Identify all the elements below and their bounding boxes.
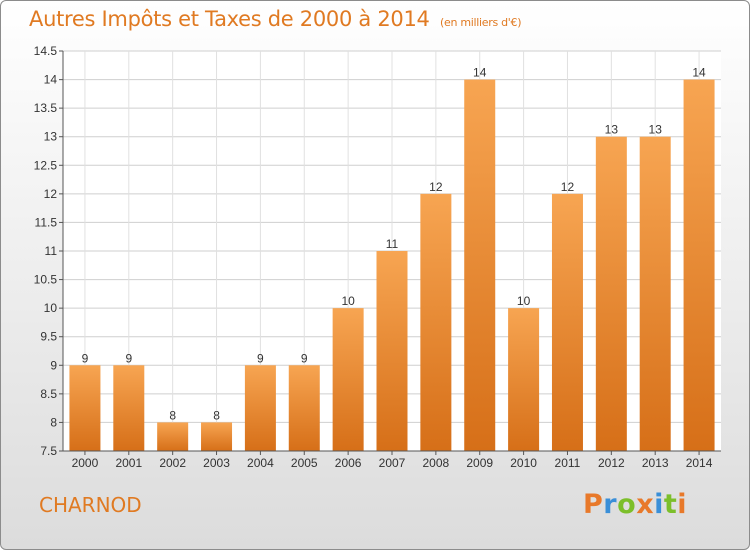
bar — [639, 136, 671, 451]
logo-letter: i — [677, 489, 688, 520]
y-tick-label: 12 — [44, 187, 58, 201]
bar — [420, 193, 452, 451]
x-tick-label: 2006 — [335, 456, 362, 470]
bar — [244, 365, 276, 451]
bar — [683, 79, 715, 452]
x-tick-label: 2000 — [72, 456, 99, 470]
bar — [201, 422, 233, 451]
bar-value-label: 14 — [473, 66, 487, 80]
bar-value-label: 8 — [213, 408, 220, 422]
bar-value-label: 9 — [82, 351, 89, 365]
y-tick-label: 7.5 — [40, 444, 57, 458]
y-tick-label: 13 — [44, 130, 58, 144]
x-tick-label: 2008 — [423, 456, 450, 470]
bar — [508, 308, 540, 451]
bar — [332, 308, 364, 451]
y-tick-label: 11 — [45, 244, 58, 258]
x-tick-label: 2004 — [247, 456, 274, 470]
x-tick-label: 2011 — [555, 456, 581, 470]
chart-unit: (en milliers d'€) — [440, 16, 522, 29]
x-tick-label: 2009 — [466, 456, 493, 470]
bar-value-label: 13 — [605, 123, 619, 137]
bar-value-label: 9 — [125, 351, 132, 365]
chart-title: Autres Impôts et Taxes de 2000 à 2014 (e… — [29, 7, 521, 31]
y-tick-label: 14 — [44, 73, 58, 87]
bar — [551, 193, 583, 451]
bar — [595, 136, 627, 451]
logo-letter: t — [663, 489, 678, 520]
x-tick-label: 2007 — [379, 456, 406, 470]
x-tick-label: 2002 — [159, 456, 186, 470]
bar-value-label: 10 — [341, 294, 355, 308]
bar — [288, 365, 320, 451]
bar-value-label: 12 — [429, 180, 443, 194]
y-tick-label: 14.5 — [34, 44, 58, 58]
commune-name: CHARNOD — [39, 493, 142, 517]
y-tick-label: 11.5 — [35, 215, 58, 229]
bar-value-label: 10 — [517, 294, 531, 308]
y-tick-label: 9 — [50, 358, 57, 372]
bar-value-label: 9 — [257, 351, 264, 365]
x-tick-label: 2014 — [686, 456, 713, 470]
bar-value-label: 12 — [561, 180, 575, 194]
proxiti-logo[interactable]: Proxiti — [583, 489, 687, 520]
bar-value-label: 14 — [692, 66, 706, 80]
x-tick-label: 2003 — [203, 456, 230, 470]
y-tick-label: 8 — [50, 415, 57, 429]
x-tick-label: 2012 — [598, 456, 625, 470]
y-tick-label: 12.5 — [34, 158, 58, 172]
y-tick-label: 10.5 — [34, 273, 58, 287]
x-tick-label: 2010 — [510, 456, 537, 470]
logo-letter: o — [617, 489, 637, 520]
x-tick-label: 2001 — [115, 456, 142, 470]
bar — [376, 251, 408, 451]
bar-value-label: 9 — [301, 351, 308, 365]
bar-value-label: 11 — [386, 237, 399, 251]
logo-letter: i — [654, 489, 664, 520]
y-tick-label: 10 — [44, 301, 58, 315]
y-tick-label: 13.5 — [34, 101, 58, 115]
x-tick-label: 2013 — [642, 456, 669, 470]
bar-value-label: 8 — [169, 408, 176, 422]
chart-title-text: Autres Impôts et Taxes de 2000 à 2014 — [29, 7, 430, 31]
y-tick-label: 8.5 — [40, 387, 57, 401]
logo-letter: r — [603, 489, 618, 520]
bar-value-label: 13 — [649, 123, 663, 137]
x-tick-label: 2005 — [291, 456, 318, 470]
y-tick-label: 9.5 — [40, 330, 57, 344]
bar — [464, 79, 496, 452]
logo-letter: P — [583, 489, 604, 520]
bar — [157, 422, 189, 451]
logo-letter: x — [636, 489, 655, 520]
bar — [69, 365, 101, 451]
bar — [113, 365, 145, 451]
